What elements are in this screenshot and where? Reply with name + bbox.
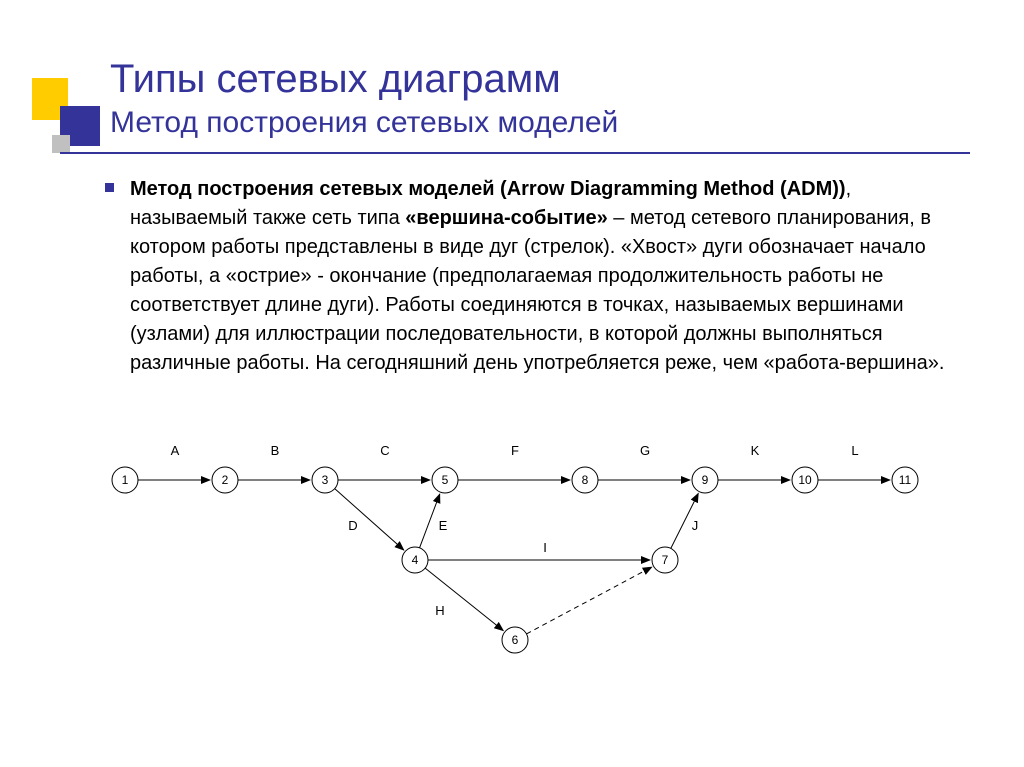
edge-label-J: J	[692, 518, 699, 533]
node-label-5: 5	[442, 473, 449, 487]
edge-4-5	[420, 494, 440, 548]
edge-label-H: H	[435, 603, 444, 618]
node-label-9: 9	[702, 473, 709, 487]
node-label-4: 4	[412, 553, 419, 567]
edge-4-6	[425, 568, 503, 631]
edge-label-A: A	[171, 443, 180, 458]
title-sub: Метод построения сетевых моделей	[110, 105, 960, 141]
para-bold-mid: «вершина-событие»	[405, 207, 607, 229]
node-label-10: 10	[798, 473, 812, 487]
edge-label-C: C	[380, 443, 389, 458]
node-label-6: 6	[512, 633, 519, 647]
para-bold-lead: Метод построения сетевых моделей (Arrow …	[130, 178, 846, 200]
network-diagram: A B C F G K L D E I J H 1 2 3 5 8 9 10 11 4 7 6	[105, 440, 945, 720]
bullet-icon	[105, 183, 114, 192]
title-main: Типы сетевых диаграмм	[110, 55, 960, 103]
edge-label-D: D	[348, 518, 357, 533]
edge-label-K: K	[751, 443, 760, 458]
node-label-1: 1	[122, 473, 129, 487]
node-label-11: 11	[899, 473, 912, 487]
edge-label-F: F	[511, 443, 519, 458]
edge-label-B: B	[271, 443, 280, 458]
network-svg: A B C F G K L D E I J H 1 2 3 5 8 9 10 11 4 7 6	[105, 440, 945, 700]
deco-gray-square	[52, 135, 70, 153]
node-label-3: 3	[322, 473, 329, 487]
slide: { "colors": { "title": "#333399", "yello…	[0, 0, 1024, 767]
node-label-8: 8	[582, 473, 589, 487]
edge-label-E: E	[439, 518, 448, 533]
paragraph: Метод построения сетевых моделей (Arrow …	[130, 175, 960, 378]
edge-6-7	[526, 567, 651, 634]
edge-3-4	[335, 489, 404, 550]
node-label-7: 7	[662, 553, 669, 567]
edge-label-I: I	[543, 540, 547, 555]
title-underline	[60, 152, 970, 154]
title-block: Типы сетевых диаграмм Метод построения с…	[110, 55, 960, 141]
body-text: Метод построения сетевых моделей (Arrow …	[130, 175, 960, 378]
node-label-2: 2	[222, 473, 229, 487]
edge-label-G: G	[640, 443, 650, 458]
edge-label-L: L	[851, 443, 858, 458]
para-rest: – метод сетевого планирования, в котором…	[130, 207, 944, 374]
